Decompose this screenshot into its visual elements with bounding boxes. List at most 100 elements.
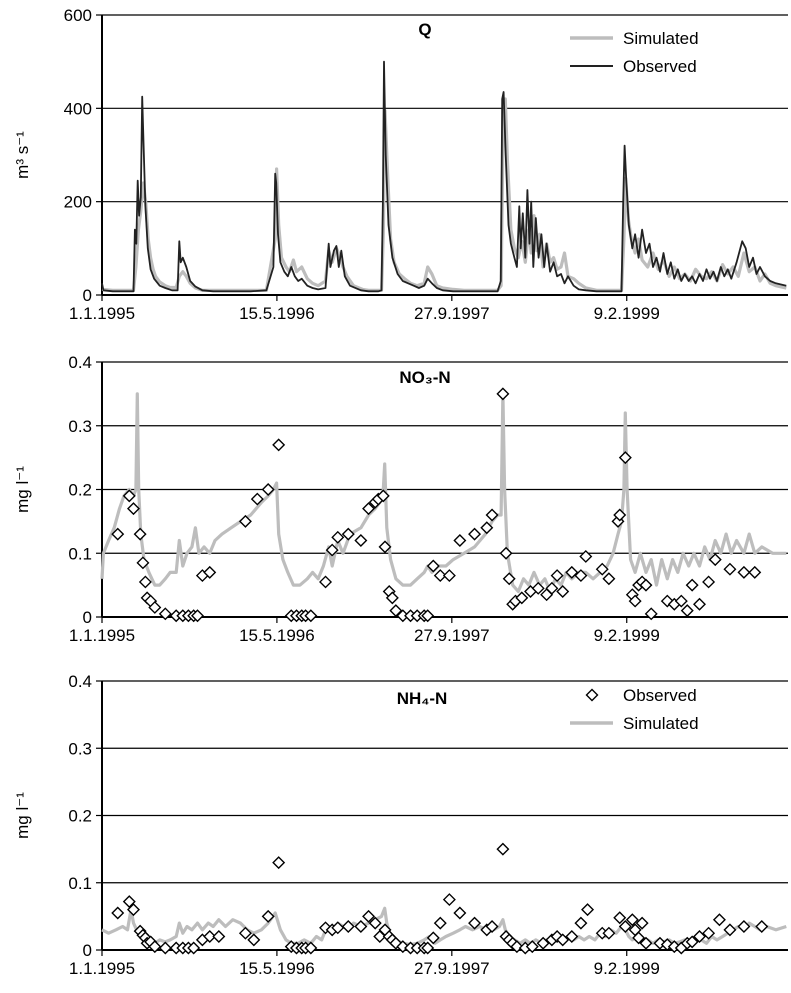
x-tick-label: 27.9.1997: [414, 959, 490, 978]
y-tick-label: 0: [83, 941, 92, 960]
data-point-observed: [693, 930, 706, 944]
data-point-observed: [453, 906, 467, 920]
data-point-observed: [680, 604, 694, 618]
series-line-simulated: [101, 97, 787, 292]
data-point-observed: [442, 893, 456, 907]
y-tick-label: 0.2: [68, 481, 92, 500]
data-point-observed: [515, 591, 529, 605]
data-point-observed: [126, 502, 140, 516]
data-point-observed: [136, 556, 150, 570]
data-point-observed: [536, 936, 550, 950]
data-point-observed: [510, 940, 524, 954]
data-point-observed: [203, 930, 217, 944]
data-point-observed: [674, 594, 688, 608]
data-point-observed: [748, 565, 762, 579]
data-point-observed: [354, 534, 368, 547]
data-point-observed: [712, 913, 726, 927]
data-point-observed: [685, 578, 699, 592]
data-point-observed: [702, 575, 716, 589]
data-point-observed: [187, 941, 201, 955]
data-point-observed: [667, 940, 681, 954]
data-point-observed: [362, 909, 376, 923]
data-point-observed: [644, 607, 658, 621]
x-tick-label: 27.9.1997: [414, 626, 490, 645]
data-point-observed: [158, 941, 172, 955]
data-point-observed: [602, 926, 616, 940]
chart-panel-3: 0 0.1 0.2 0.3 0.4 1.1.1995 15.5.1996 27.9.1997 9…: [13, 672, 788, 978]
data-point-observed: [341, 527, 355, 541]
y-tick-label: 0.1: [68, 874, 92, 893]
series-line-simulated: [100, 392, 787, 594]
data-point-observed: [261, 909, 275, 923]
data-point-observed: [755, 919, 769, 933]
data-point-observed: [133, 527, 147, 541]
y-tick-label: 0: [83, 286, 92, 305]
data-point-observed: [385, 591, 399, 605]
legend-label-simulated: Simulated: [623, 714, 699, 733]
x-tick-label: 27.9.1997: [414, 304, 490, 323]
data-point-observed: [639, 936, 653, 950]
data-point-observed: [304, 609, 318, 623]
series-line-observed: [101, 60, 787, 293]
data-point-observed: [737, 565, 751, 579]
data-point-observed: [272, 438, 286, 452]
data-point-observed: [565, 930, 579, 944]
data-point-observed: [574, 916, 588, 930]
y-tick-label: 400: [64, 99, 92, 118]
data-point-observed: [660, 938, 674, 952]
y-axis-label: m³ s⁻¹: [13, 131, 32, 179]
y-tick-label: 0.3: [68, 417, 92, 436]
data-point-observed: [628, 594, 642, 608]
data-point-observed: [238, 926, 252, 940]
x-tick-label: 9.2.1999: [594, 626, 660, 645]
x-tick-label: 1.1.1995: [69, 626, 135, 645]
data-point-observed: [660, 594, 674, 608]
chart-title: Q: [418, 20, 431, 39]
data-point-observed: [325, 543, 339, 557]
y-tick-label: 0: [83, 608, 92, 627]
data-point-observed: [581, 903, 595, 917]
x-tick-label: 15.5.1996: [239, 959, 315, 978]
data-point-observed: [595, 562, 609, 576]
data-point-observed: [138, 575, 152, 589]
data-point-observed: [148, 600, 162, 614]
data-point-observed: [545, 581, 559, 595]
data-point-observed: [618, 451, 632, 465]
data-point-observed: [453, 534, 467, 547]
data-point-observed: [261, 483, 275, 496]
data-point-observed: [111, 906, 125, 920]
x-tick-label: 9.2.1999: [594, 304, 660, 323]
data-point-observed: [212, 930, 226, 944]
data-point-observed: [421, 941, 435, 955]
data-point-observed: [250, 492, 264, 506]
chart-panel-2: 0 0.1 0.2 0.3 0.4 1.1.1995 15.5.1996 27.9.1997 9…: [13, 353, 788, 645]
data-point-observed: [426, 931, 440, 945]
data-point-observed: [122, 489, 136, 503]
legend-label-observed: Observed: [623, 57, 697, 76]
data-point-observed: [442, 569, 456, 583]
data-point-observed: [639, 578, 653, 592]
data-point-observed: [723, 923, 737, 937]
legend-label-observed: Observed: [623, 686, 697, 705]
data-point-observed: [203, 565, 217, 579]
data-point-observed: [602, 572, 616, 586]
x-tick-label: 9.2.1999: [594, 959, 660, 978]
y-tick-label: 0.3: [68, 739, 92, 758]
x-tick-label: 1.1.1995: [69, 304, 135, 323]
data-point-observed: [565, 565, 579, 579]
data-point-observed: [550, 569, 564, 583]
data-point-observed: [480, 521, 494, 535]
data-point-observed: [354, 919, 368, 933]
legend-swatch-observed: [585, 688, 599, 702]
data-point-observed: [579, 549, 593, 563]
data-point-observed: [378, 540, 392, 554]
data-point-observed: [574, 569, 588, 583]
data-point-observed: [468, 527, 482, 541]
data-point-observed: [496, 842, 510, 856]
data-point-observed: [238, 514, 252, 528]
data-point-observed: [362, 502, 376, 516]
data-point-observed: [341, 919, 355, 933]
data-point-observed: [618, 919, 632, 933]
